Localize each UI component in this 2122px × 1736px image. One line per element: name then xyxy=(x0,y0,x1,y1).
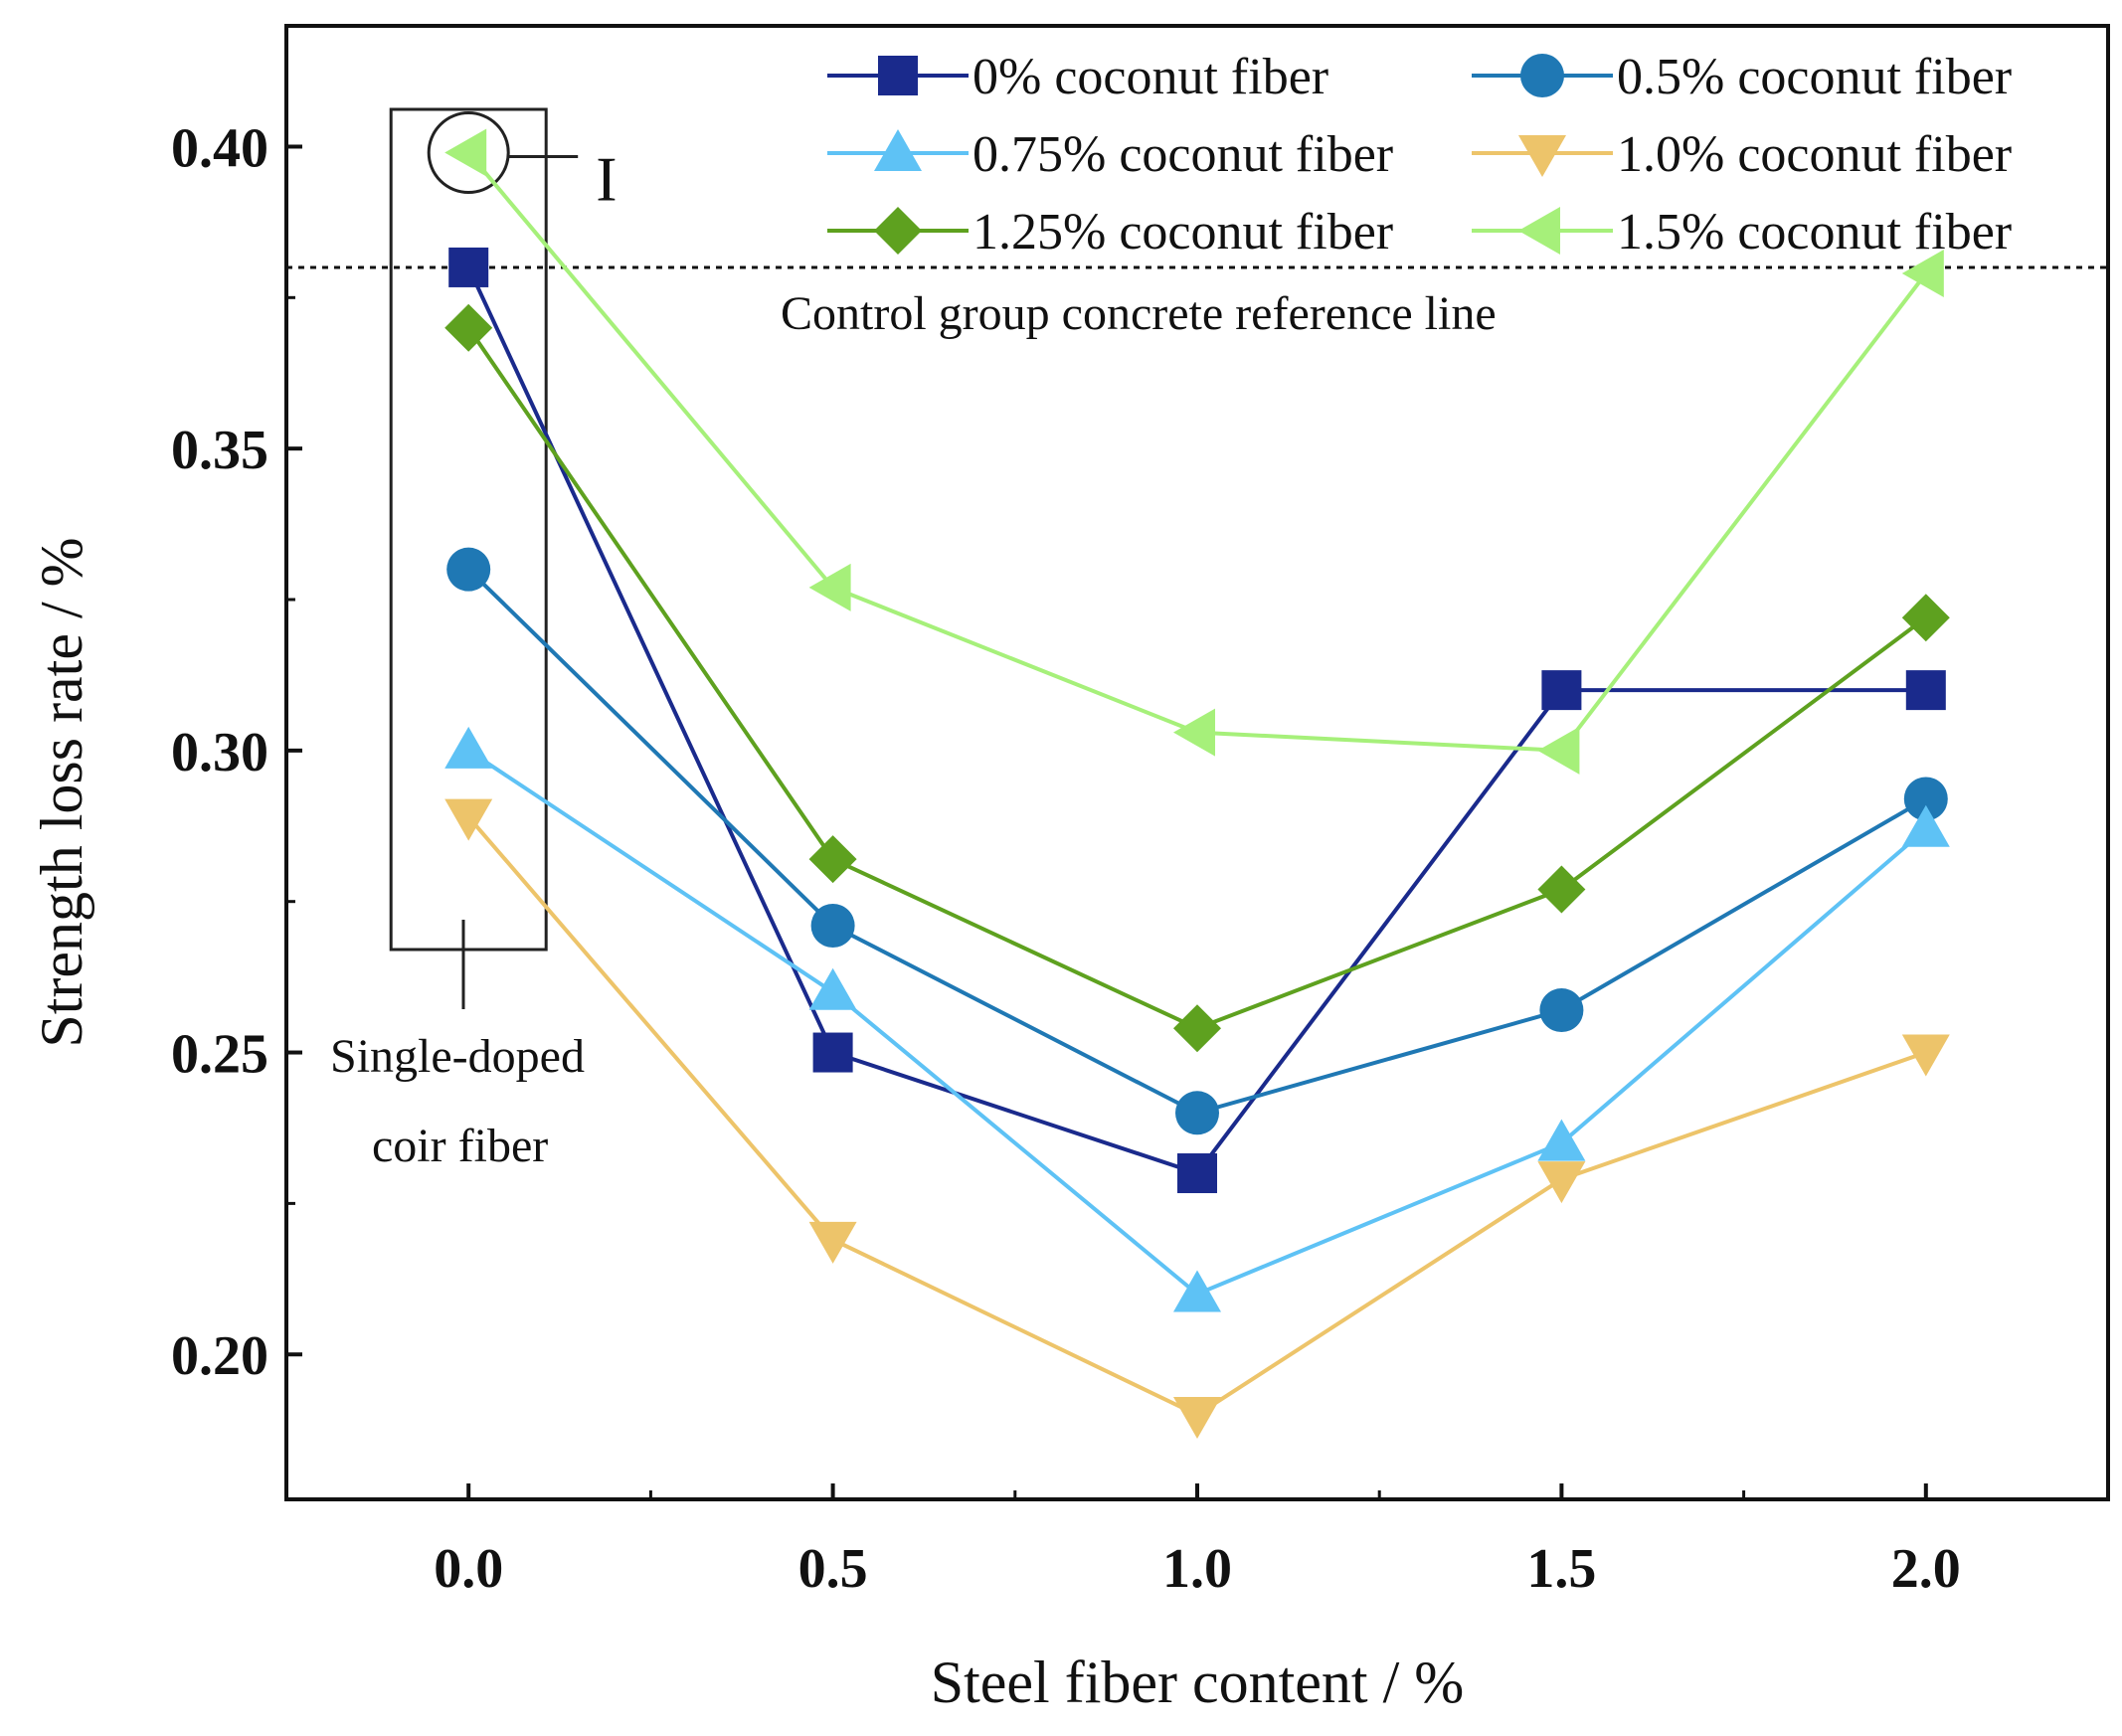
x-tick-label: 2.0 xyxy=(1891,1538,1961,1600)
legend-label: 1.0% coconut fiber xyxy=(1617,126,2012,183)
series-1 xyxy=(446,547,1948,1135)
data-point xyxy=(1539,988,1584,1033)
data-point xyxy=(1173,1270,1221,1312)
x-tick-label: 0.0 xyxy=(434,1538,503,1600)
legend-marker xyxy=(1518,207,1560,255)
highlight-circle xyxy=(427,111,510,195)
series-4 xyxy=(444,303,1950,1053)
legend-item: 0.75% coconut fiber xyxy=(827,126,1393,183)
y-tick-label: 0.25 xyxy=(171,1024,268,1086)
x-axis-title: Steel fiber content / % xyxy=(931,1649,1464,1715)
data-point xyxy=(1175,1091,1219,1135)
data-point xyxy=(1903,777,1948,821)
data-point xyxy=(448,247,489,287)
legend-item: 0.5% coconut fiber xyxy=(1472,49,2012,105)
data-point xyxy=(1177,1153,1217,1194)
y-tick-label: 0.40 xyxy=(171,117,268,179)
data-point xyxy=(444,726,493,769)
y-tick-label: 0.20 xyxy=(171,1325,268,1387)
data-point xyxy=(1901,1034,1950,1077)
data-point xyxy=(444,128,487,177)
data-point xyxy=(808,967,857,1010)
x-tick-label: 1.5 xyxy=(1526,1538,1596,1600)
data-point xyxy=(1537,865,1586,914)
data-point xyxy=(1905,670,1946,711)
legend-marker xyxy=(1518,135,1566,177)
series-line xyxy=(466,326,1927,1031)
data-point xyxy=(1173,708,1215,757)
data-point xyxy=(1901,594,1950,642)
reference-line-group: Control group concrete reference line xyxy=(286,265,2108,340)
x-tick-label: 1.0 xyxy=(1162,1538,1232,1600)
highlight-circle-label: I xyxy=(596,144,617,215)
data-point xyxy=(1173,1004,1221,1053)
data-point xyxy=(808,563,851,611)
series-2 xyxy=(444,726,1950,1312)
data-point xyxy=(1537,1119,1586,1161)
single-doped-label-line2: coir fiber xyxy=(372,1120,548,1172)
single-doped-label-line1: Single-doped xyxy=(330,1030,585,1083)
legend-label: 1.5% coconut fiber xyxy=(1617,204,2012,260)
legend-label: 0.5% coconut fiber xyxy=(1617,49,2012,105)
y-tick-label: 0.30 xyxy=(171,722,268,783)
series-0 xyxy=(448,247,1946,1194)
legend-marker xyxy=(1520,54,1564,97)
data-point xyxy=(812,1032,853,1073)
legend-item: 1.25% coconut fiber xyxy=(827,204,1393,260)
series-3 xyxy=(444,798,1950,1439)
legend-label: 0.75% coconut fiber xyxy=(973,126,1393,183)
data-point xyxy=(444,798,493,841)
legend-item: 0% coconut fiber xyxy=(827,49,1328,105)
x-tick-label: 0.5 xyxy=(798,1538,868,1600)
data-point xyxy=(808,1221,857,1264)
data-point xyxy=(1901,250,1944,298)
series-group xyxy=(444,128,1950,1439)
legend-label: 0% coconut fiber xyxy=(973,49,1328,105)
data-point xyxy=(1173,1396,1221,1439)
annotation-group: Single-doped coir fiber I xyxy=(330,107,618,1172)
legend-marker xyxy=(874,207,922,255)
single-doped-highlight-box xyxy=(389,107,548,952)
y-axis-title: Strength loss rate / % xyxy=(29,537,94,1047)
legend-item: 1.0% coconut fiber xyxy=(1472,126,2012,183)
legend-label: 1.25% coconut fiber xyxy=(973,204,1393,260)
legend-item: 1.5% coconut fiber xyxy=(1472,204,2012,260)
data-point xyxy=(1537,1161,1586,1204)
legend-marker xyxy=(874,129,922,171)
reference-line-label: Control group concrete reference line xyxy=(781,287,1497,340)
y-tick-label: 0.35 xyxy=(171,420,268,481)
data-point xyxy=(1541,670,1582,711)
data-point xyxy=(1537,726,1580,775)
legend: 0% coconut fiber 0.5% coconut fiber 0.75% … xyxy=(827,49,2012,260)
series-5 xyxy=(444,128,1944,775)
data-point xyxy=(1901,804,1950,847)
ticks-group: 0.0 0.5 1.0 1.5 2.0 0.20 0.25 0.30 0.35 0.40 xyxy=(171,117,1961,1600)
data-point xyxy=(808,835,857,884)
legend-marker xyxy=(878,56,918,95)
data-point xyxy=(444,303,493,352)
data-point xyxy=(446,547,491,592)
data-point xyxy=(810,903,855,948)
